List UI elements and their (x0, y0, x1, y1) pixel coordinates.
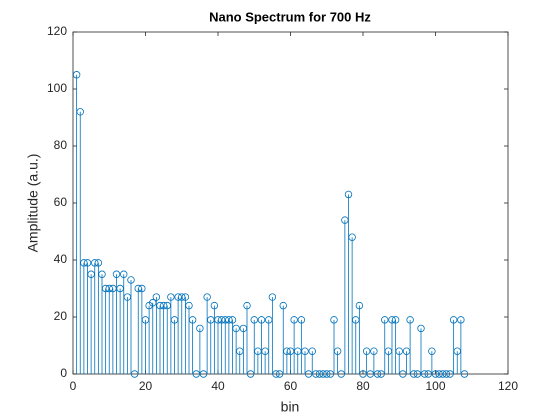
stem-marker (442, 370, 451, 378)
stem-marker (167, 293, 175, 301)
x-axis-label: bin (281, 399, 300, 415)
stem-marker (435, 370, 443, 378)
stem-marker (428, 347, 436, 355)
stem-marker (290, 316, 298, 324)
stem-marker (203, 293, 211, 301)
stem-marker (268, 293, 277, 301)
stem-marker (138, 284, 146, 293)
stem-marker (94, 259, 103, 267)
stem-marker (210, 301, 219, 310)
stem-marker (355, 301, 364, 310)
stem-marker (196, 324, 204, 333)
x-tick-label: 80 (356, 379, 370, 393)
chart-title: Nano Spectrum for 700 Hz (209, 9, 371, 24)
stem-marker (243, 301, 251, 310)
stem-marker (344, 190, 353, 199)
y-tick-label: 20 (54, 309, 68, 323)
stem-marker (395, 347, 403, 355)
stem-marker (431, 370, 440, 378)
x-tick-label: 100 (425, 379, 445, 393)
stem-marker (410, 370, 418, 378)
stem-marker (449, 316, 458, 324)
stem-marker (152, 293, 161, 301)
stem-marker (257, 316, 266, 324)
stem-marker (391, 316, 400, 324)
stem-marker (181, 293, 190, 301)
stem-marker (439, 370, 447, 378)
stem-marker (460, 370, 469, 378)
x-tick-label: 40 (211, 379, 225, 393)
stem-marker (112, 270, 121, 278)
stem-marker (373, 370, 382, 378)
stem-marker (330, 316, 338, 324)
x-tick-label: 0 (70, 379, 77, 393)
stem-marker (315, 370, 324, 378)
stem-marker (406, 316, 414, 324)
stem-marker (127, 276, 135, 284)
stem-marker (308, 347, 316, 355)
stem-marker (417, 324, 425, 333)
stem-marker (188, 316, 197, 324)
y-tick-label: 120 (47, 24, 67, 38)
y-tick-label: 80 (54, 138, 68, 152)
stem-marker (272, 370, 280, 378)
stem-marker (228, 316, 237, 324)
y-tick-label: 40 (54, 252, 68, 266)
stem-marker (250, 316, 258, 324)
stem-marker (370, 347, 378, 355)
stem-marker (72, 71, 81, 79)
x-tick-label: 60 (284, 379, 298, 393)
x-tick-label: 120 (498, 379, 518, 393)
stem-marker (301, 347, 309, 355)
stem-marker (297, 316, 306, 324)
stem-marker (348, 233, 356, 241)
y-tick-label: 0 (60, 366, 67, 380)
stem-marker (333, 347, 342, 355)
stem-marker (457, 316, 465, 324)
x-tick-label: 20 (139, 379, 153, 393)
stem-marker (312, 370, 320, 378)
y-axis-label: Amplitude (a.u.) (25, 154, 41, 253)
stem-marker (319, 370, 327, 378)
stem-marker (323, 370, 331, 378)
stem-marker (185, 301, 193, 310)
stem-marker (381, 316, 389, 324)
stem-marker (279, 301, 287, 310)
y-tick-label: 60 (54, 195, 68, 209)
stem-marker (120, 270, 128, 278)
stem-marker (232, 324, 240, 333)
stem-marker (83, 259, 92, 267)
y-tick-label: 100 (47, 81, 67, 95)
stem-marker (76, 108, 84, 116)
stem-marker (362, 347, 371, 355)
stem-marker (98, 270, 106, 278)
stem-marker (420, 370, 429, 378)
